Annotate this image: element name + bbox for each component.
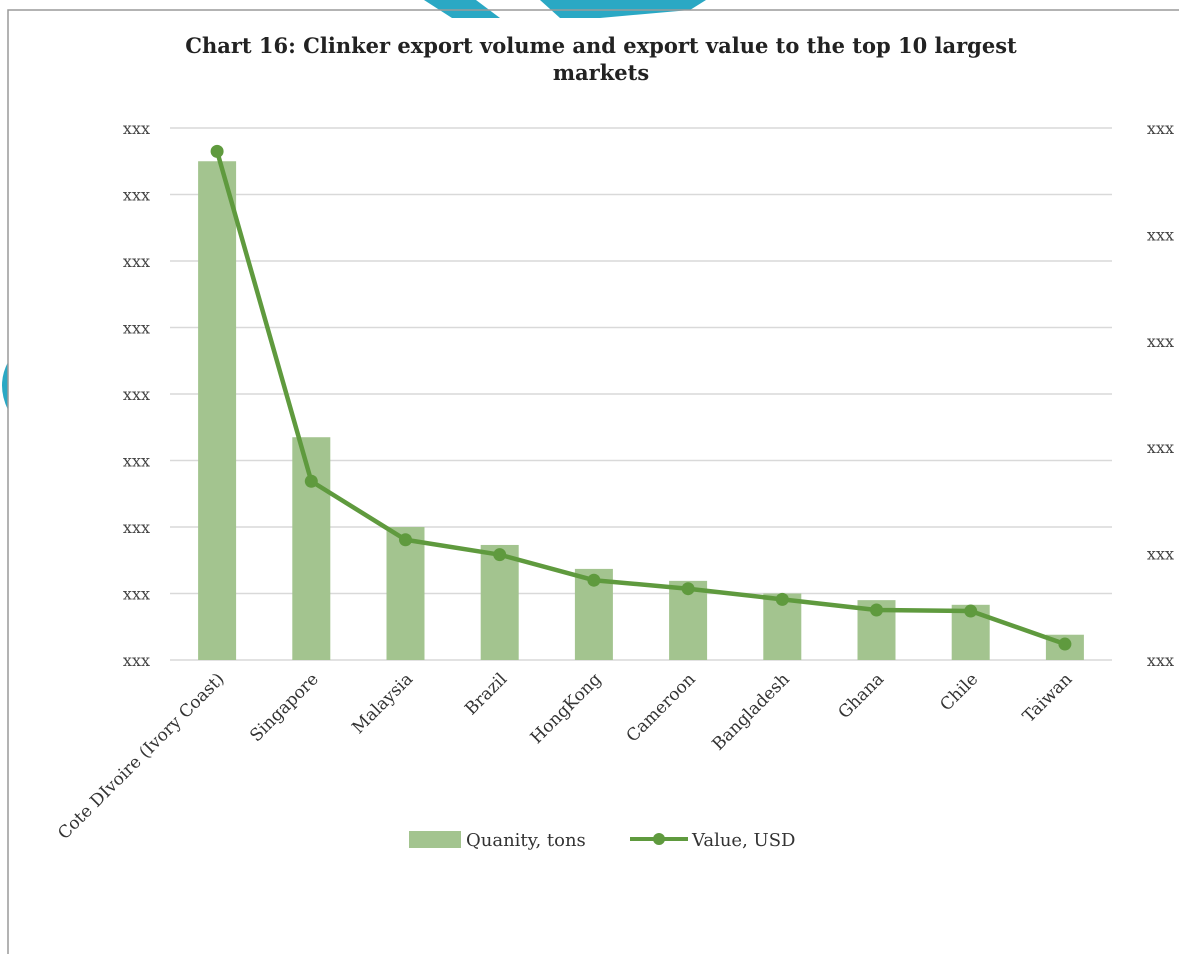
- chart-frame: [7, 9, 1179, 954]
- right-tick-label: xxx: [1147, 438, 1174, 457]
- line-point: [493, 548, 507, 562]
- category-labels: Cote DIvoire (Ivory Coast) Singapore Malay…: [54, 669, 1076, 843]
- left-tick-label: xxx: [123, 319, 150, 338]
- line-point: [210, 144, 224, 158]
- left-tick-label: xxx: [123, 585, 150, 604]
- decor-stripe-left: [424, 0, 500, 18]
- legend-bar-label: Quanity, tons: [466, 830, 586, 851]
- left-tick-label: xxx: [123, 119, 150, 138]
- left-tick-label: xxx: [123, 252, 150, 271]
- left-tick-label: xxx: [123, 452, 150, 471]
- legend-bar-swatch: [409, 831, 461, 848]
- decor-arc-left: [2, 362, 8, 410]
- category-label: Cameroon: [623, 669, 700, 746]
- line-point: [964, 604, 978, 618]
- category-label: Bangladesh: [709, 669, 794, 754]
- right-tick-label: xxx: [1147, 119, 1174, 138]
- bar: [198, 161, 237, 660]
- line-point: [1058, 637, 1072, 651]
- line-series: [210, 144, 1072, 651]
- category-label: Brazil: [461, 669, 511, 719]
- category-label: HongKong: [527, 669, 606, 748]
- legend-line-label: Value, USD: [691, 830, 795, 851]
- category-label: Ghana: [834, 669, 888, 723]
- line-point: [399, 533, 412, 547]
- category-label: Malaysia: [348, 669, 417, 738]
- bar: [480, 544, 519, 660]
- category-label: Taiwan: [1019, 669, 1076, 726]
- left-axis-ticks: xxx xxx xxx xxx xxx xxx xxx xxx xxx: [123, 119, 150, 670]
- category-label: Singapore: [246, 669, 323, 746]
- left-tick-label: xxx: [123, 385, 150, 404]
- right-tick-label: xxx: [1147, 545, 1174, 564]
- line-point: [775, 592, 789, 606]
- left-tick-label: xxx: [123, 651, 150, 670]
- right-axis-ticks: xxx xxx xxx xxx xxx xxx: [1147, 119, 1174, 670]
- category-label: Chile: [936, 669, 982, 715]
- chart-title-line1: Chart 16: Clinker export volume and expo…: [185, 33, 1017, 58]
- legend-line-marker: [653, 833, 665, 845]
- left-tick-label: xxx: [123, 518, 150, 537]
- line-point: [870, 603, 883, 617]
- chart-title-line2: markets: [553, 60, 649, 85]
- right-tick-label: xxx: [1147, 225, 1174, 244]
- bar: [292, 437, 331, 660]
- line-point: [304, 474, 318, 488]
- left-tick-label: xxx: [123, 186, 150, 205]
- bar: [386, 527, 425, 660]
- right-tick-label: xxx: [1147, 332, 1174, 351]
- bar-series: [198, 161, 1084, 660]
- line-point: [587, 573, 601, 587]
- legend: Quanity, tons Value, USD: [409, 830, 795, 851]
- series-line: [214, 150, 1066, 647]
- right-tick-label: xxx: [1147, 651, 1174, 670]
- line-point: [681, 582, 695, 596]
- decorative-background: [2, 0, 706, 410]
- category-label: Cote DIvoire (Ivory Coast): [54, 669, 228, 843]
- decor-stripe-right: [540, 0, 706, 18]
